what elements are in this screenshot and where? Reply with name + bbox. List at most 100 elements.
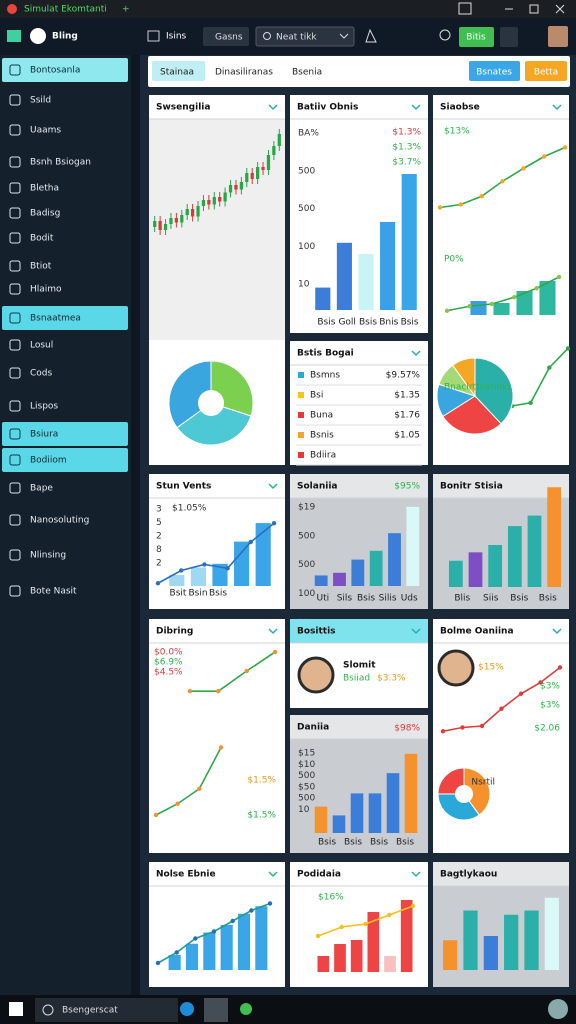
bar — [368, 793, 382, 833]
bar — [527, 515, 542, 587]
grid-icon[interactable] — [147, 30, 160, 42]
line-point — [479, 723, 485, 729]
chevron[interactable] — [552, 104, 562, 111]
chevron[interactable] — [268, 483, 278, 490]
chevron[interactable] — [552, 628, 562, 635]
line-point — [538, 680, 543, 685]
close[interactable] — [555, 4, 565, 14]
sidebar-item[interactable]: Bape — [30, 484, 53, 494]
value-label: $95% — [394, 482, 420, 492]
sidebar-item[interactable]: Losul — [30, 341, 53, 351]
chevron[interactable] — [411, 104, 421, 111]
candle — [234, 185, 238, 190]
card-title: Dibring — [156, 627, 193, 637]
new-tab[interactable]: + — [122, 5, 130, 15]
candle — [239, 182, 243, 190]
chevron[interactable] — [411, 871, 421, 878]
card-title: Bosittis — [297, 627, 336, 637]
line-point — [267, 901, 273, 906]
bar — [350, 940, 363, 972]
sidebar-item[interactable]: Bote Nasit — [30, 587, 77, 597]
bar — [314, 806, 328, 833]
sidebar-item[interactable]: Nanosoluting — [30, 516, 89, 526]
tab[interactable]: Stainaa — [160, 68, 194, 78]
sidebar-item[interactable]: Cods — [30, 369, 53, 379]
search-box[interactable] — [255, 26, 355, 47]
button-label: Betta — [534, 68, 558, 78]
sidebar-item[interactable]: Ssild — [30, 96, 51, 106]
active-tab[interactable] — [152, 61, 205, 81]
bar — [168, 955, 181, 970]
value-label: P0% — [444, 255, 464, 265]
value-label: $2.06 — [534, 724, 560, 734]
line-point — [225, 566, 230, 571]
pie-slice — [176, 402, 252, 446]
sidebar-item[interactable]: Hlaimo — [30, 285, 62, 295]
bar — [255, 906, 268, 970]
sidebar-item[interactable]: Bontosanla — [30, 66, 80, 76]
chevron[interactable] — [411, 350, 421, 357]
sidebar-item[interactable]: Bsnh Bsiogan — [30, 158, 91, 168]
taskbar-search[interactable] — [35, 998, 178, 1022]
sidebar-item[interactable]: Bletha — [30, 184, 59, 194]
candle — [207, 200, 211, 205]
sidebar-icon — [9, 260, 21, 272]
value-label: $1.3% — [392, 143, 421, 153]
sidebar-item[interactable]: Lispos — [30, 402, 58, 412]
sidebar-item[interactable]: Bodit — [30, 234, 54, 244]
sidebar-icon — [9, 514, 21, 526]
search-button[interactable] — [439, 29, 451, 41]
primary-button[interactable] — [469, 61, 520, 81]
sidebar-icon — [9, 339, 21, 351]
candle — [218, 197, 222, 202]
secondary-button[interactable] — [525, 61, 567, 81]
card-title: Podidaia — [297, 870, 341, 880]
card-title: Daniia — [297, 723, 329, 733]
taskbar-app[interactable] — [204, 998, 228, 1022]
start-button[interactable] — [9, 1002, 23, 1016]
sidebar-item[interactable]: Bsnaatmea — [30, 314, 81, 324]
taskbar-avatar[interactable] — [548, 999, 568, 1019]
value-label: Nsrtil — [471, 778, 495, 788]
tab[interactable]: Bsenia — [292, 68, 322, 78]
chevron[interactable] — [268, 871, 278, 878]
sidebar-item[interactable]: Bodiiom — [30, 456, 67, 466]
taskbar-app[interactable] — [180, 1002, 194, 1016]
pie-slice — [442, 395, 502, 435]
chevron[interactable] — [268, 628, 278, 635]
icon-button[interactable] — [500, 27, 518, 47]
bell-icon[interactable] — [365, 28, 377, 43]
line-point — [153, 812, 159, 818]
card — [149, 95, 285, 340]
line-point — [155, 960, 161, 966]
x-label: Bsis — [510, 594, 528, 604]
sidebar-item[interactable]: Badisg — [30, 209, 60, 219]
avatar — [437, 649, 475, 687]
button[interactable] — [203, 27, 249, 46]
card-header — [433, 474, 569, 498]
avatar[interactable] — [548, 26, 568, 47]
bar — [463, 910, 478, 970]
axis-label: 500 — [298, 204, 315, 214]
candle — [196, 206, 200, 217]
menu-icon[interactable] — [7, 30, 21, 42]
sidebar-item[interactable]: Bsiura — [30, 430, 58, 440]
action-button[interactable] — [459, 27, 494, 47]
menu[interactable]: Isins — [166, 32, 187, 42]
sidebar-item[interactable]: Btiot — [30, 262, 52, 272]
chevron[interactable] — [268, 104, 278, 111]
row-name: Bsmns — [310, 371, 340, 381]
chevron[interactable] — [411, 628, 421, 635]
maximize[interactable] — [529, 4, 539, 14]
line-point — [363, 921, 368, 927]
card-header — [290, 474, 428, 498]
x-label: Bsis — [209, 589, 227, 599]
window-button[interactable] — [458, 2, 472, 15]
sidebar-item[interactable]: Uaams — [30, 126, 61, 136]
taskbar-app[interactable] — [240, 1003, 252, 1015]
sidebar-item[interactable]: Nlinsing — [30, 551, 66, 561]
bar — [507, 526, 522, 587]
tab[interactable]: Dinasiliranas — [215, 68, 273, 78]
line-point — [202, 562, 207, 567]
